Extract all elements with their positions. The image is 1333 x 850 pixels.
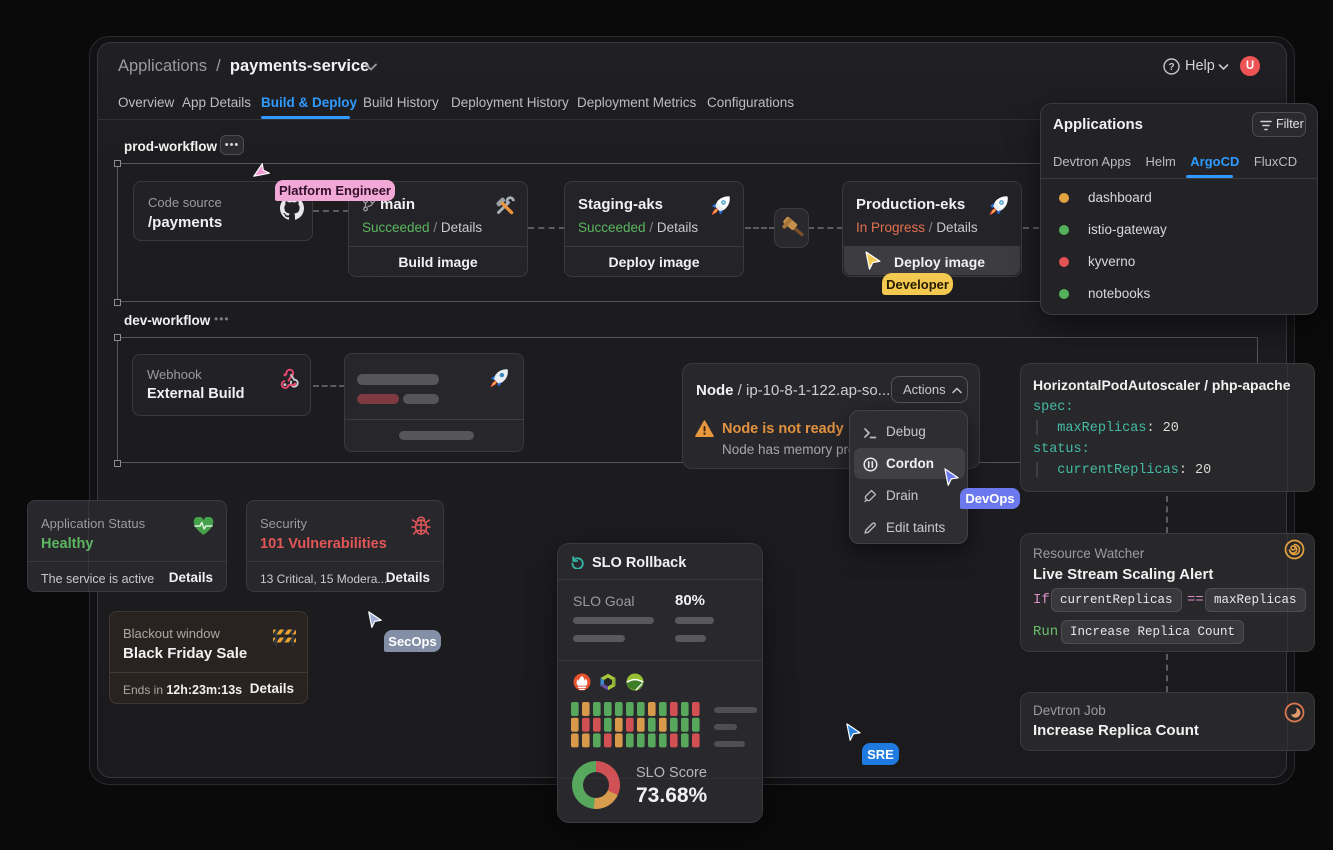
svg-text:?: ? xyxy=(1168,62,1174,73)
